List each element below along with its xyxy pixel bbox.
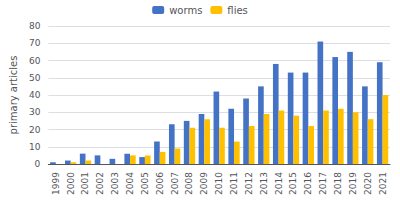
svg-text:0: 0 [35,159,41,169]
svg-text:worms: worms [169,5,202,16]
svg-text:2004: 2004 [125,172,135,195]
svg-text:2020: 2020 [363,172,373,195]
svg-text:2008: 2008 [184,172,194,195]
svg-text:50: 50 [29,73,41,83]
svg-text:2010: 2010 [214,172,224,195]
svg-text:2000: 2000 [66,172,76,195]
svg-text:2009: 2009 [199,172,209,195]
svg-text:40: 40 [29,90,41,100]
svg-text:2019: 2019 [348,172,358,195]
svg-text:1999: 1999 [51,172,61,195]
svg-text:2002: 2002 [95,172,105,195]
svg-text:2001: 2001 [80,172,90,195]
svg-text:2015: 2015 [288,172,298,195]
svg-text:20: 20 [29,125,41,135]
svg-text:2003: 2003 [110,172,120,195]
svg-text:80: 80 [29,21,41,31]
svg-text:30: 30 [29,107,41,117]
svg-text:10: 10 [29,142,41,152]
svg-text:2011: 2011 [229,172,239,195]
svg-text:2014: 2014 [274,172,284,195]
svg-text:2006: 2006 [155,172,165,195]
svg-text:2012: 2012 [244,172,254,195]
svg-text:2005: 2005 [140,172,150,195]
svg-text:2021: 2021 [378,172,388,195]
svg-text:2007: 2007 [170,172,180,195]
svg-text:flies: flies [227,5,247,16]
svg-text:70: 70 [29,38,41,48]
svg-text:2018: 2018 [333,172,343,195]
svg-text:60: 60 [29,56,41,66]
svg-text:2013: 2013 [259,172,269,195]
svg-text:primary articles: primary articles [8,56,19,135]
svg-text:2016: 2016 [303,172,313,195]
svg-text:2017: 2017 [318,172,328,195]
